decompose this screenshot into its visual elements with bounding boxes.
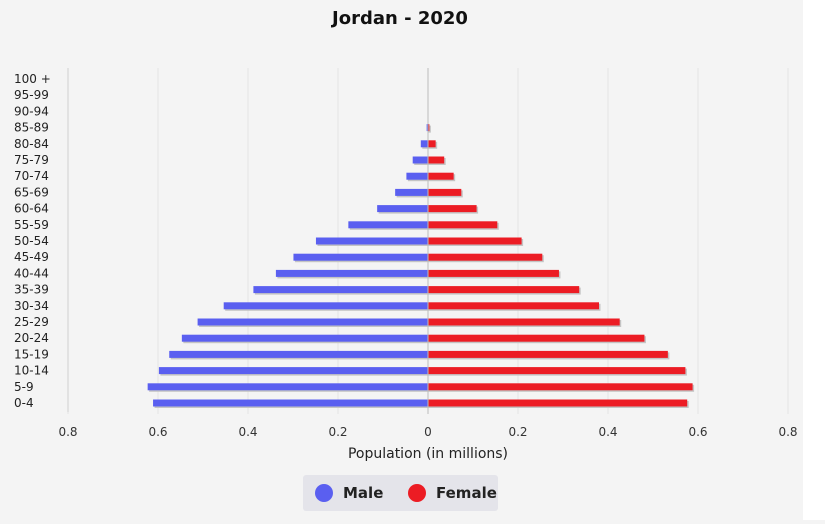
bar-female	[428, 367, 686, 375]
y-tick-label: 25-29	[14, 315, 49, 329]
x-tick-label: 0.4	[238, 425, 257, 439]
bar-male	[253, 286, 428, 294]
x-tick-label: 0.2	[508, 425, 527, 439]
bar-male	[147, 383, 428, 391]
y-tick-label: 15-19	[14, 347, 49, 361]
chart-legend: Male Female	[303, 475, 498, 511]
x-tick-label: 0.6	[148, 425, 167, 439]
bar-male	[153, 399, 429, 407]
y-tick-label: 20-24	[14, 331, 49, 345]
bar-female	[428, 318, 620, 326]
bar-male	[158, 367, 428, 375]
bar-female	[428, 156, 445, 164]
bar-female	[428, 205, 477, 213]
legend-label-female: Female	[436, 484, 497, 502]
y-tick-label: 90-94	[14, 104, 49, 118]
bar-female	[428, 334, 645, 342]
x-tick-label: 0.8	[58, 425, 77, 439]
bar-female	[428, 302, 599, 310]
x-tick-label: 0.6	[688, 425, 707, 439]
y-tick-label: 85-89	[14, 121, 49, 135]
page-right-edge	[803, 0, 825, 520]
bar-male	[197, 318, 428, 326]
y-tick-label: 30-34	[14, 299, 49, 313]
y-tick-label: 95-99	[14, 88, 49, 102]
y-tick-label: 75-79	[14, 153, 49, 167]
bar-male	[412, 156, 428, 164]
legend-item-female[interactable]: Female	[408, 475, 497, 511]
y-tick-label: 50-54	[14, 234, 49, 248]
y-tick-label: 55-59	[14, 218, 49, 232]
bar-female	[428, 383, 693, 391]
bar-male	[315, 237, 428, 245]
bar-male	[223, 302, 428, 310]
bar-female	[428, 269, 559, 277]
legend-marker-female	[408, 484, 426, 502]
bar-female	[428, 188, 462, 196]
y-tick-label: 10-14	[14, 364, 49, 378]
y-tick-label: 40-44	[14, 266, 49, 280]
bar-female	[428, 253, 543, 261]
bar-female	[428, 172, 454, 180]
bar-female	[428, 350, 668, 358]
bar-male	[420, 140, 428, 148]
y-tick-label: 0-4	[14, 396, 34, 410]
y-tick-label: 35-39	[14, 283, 49, 297]
y-tick-label: 45-49	[14, 250, 49, 264]
x-tick-label: 0.2	[328, 425, 347, 439]
y-tick-label: 60-64	[14, 202, 49, 216]
legend-marker-male	[315, 484, 333, 502]
bar-male	[169, 350, 428, 358]
x-tick-label: 0.4	[598, 425, 617, 439]
bar-male	[181, 334, 428, 342]
chart-title: Jordan - 2020	[330, 8, 468, 29]
bar-female	[428, 286, 580, 294]
bar-female	[428, 399, 688, 407]
x-tick-label: 0	[424, 425, 432, 439]
bar-female	[428, 221, 498, 229]
bar-male	[395, 188, 428, 196]
bar-male	[377, 205, 428, 213]
bar-female	[428, 237, 522, 245]
y-tick-label: 80-84	[14, 137, 49, 151]
bar-male	[348, 221, 428, 229]
legend-item-male[interactable]: Male	[315, 475, 383, 511]
y-tick-label: 5-9	[14, 380, 34, 394]
y-tick-label: 70-74	[14, 169, 49, 183]
bar-shadow	[429, 125, 431, 133]
y-tick-label: 65-69	[14, 185, 49, 199]
x-axis-label: Population (in millions)	[348, 446, 508, 462]
bar-male	[426, 124, 428, 132]
bar-male	[275, 269, 428, 277]
y-tick-label: 100 +	[14, 72, 51, 86]
bar-female	[428, 124, 430, 132]
bar-male	[406, 172, 428, 180]
bar-female	[428, 140, 436, 148]
bar-male	[293, 253, 428, 261]
legend-label-male: Male	[343, 484, 384, 502]
x-tick-label: 0.8	[778, 425, 797, 439]
